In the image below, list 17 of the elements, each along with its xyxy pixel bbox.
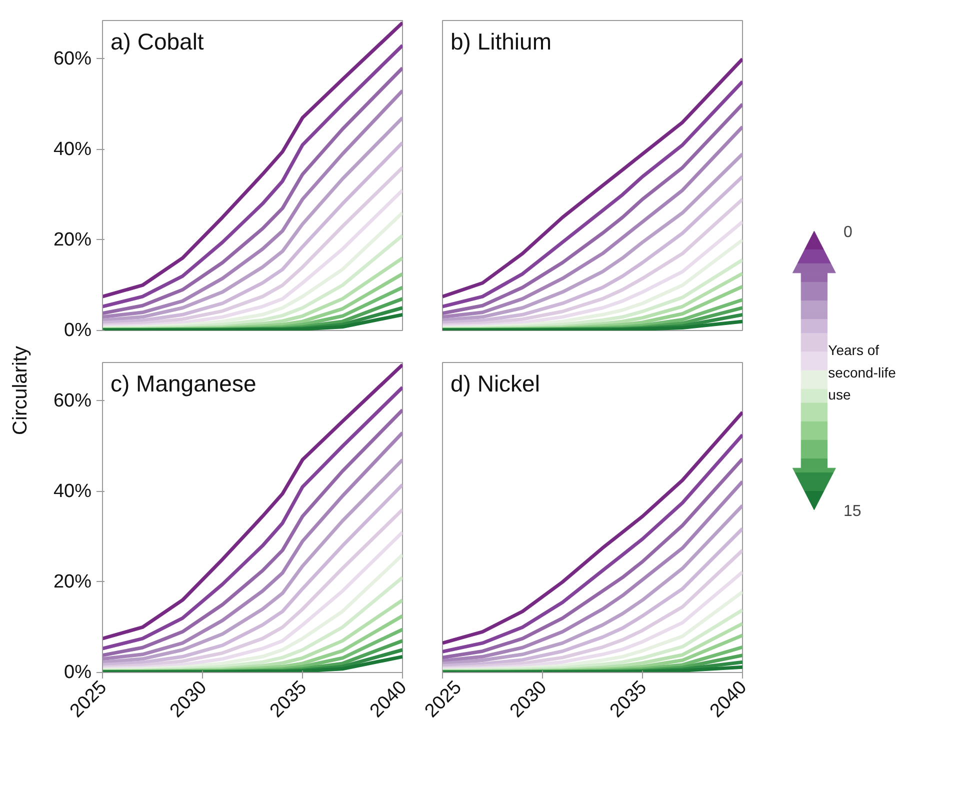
y-tick-label: 0%: [64, 320, 92, 341]
color-bar-label: 0: [844, 224, 852, 242]
line-series: [102, 312, 402, 330]
y-tick-label: 20%: [53, 229, 92, 250]
chart-title: c) Manganese: [110, 370, 256, 396]
y-tick-label: 60%: [53, 390, 92, 412]
y-axis-title: Circularity: [10, 346, 32, 435]
y-tick-label: 40%: [53, 138, 92, 160]
color-bar-label: 15: [844, 502, 862, 520]
y-tick-label: 60%: [53, 48, 92, 70]
y-tick-label: 0%: [64, 662, 92, 683]
chart-title: b) Lithium: [450, 28, 552, 54]
y-tick-label: 20%: [53, 571, 92, 592]
chart-title: d) Nickel: [450, 370, 540, 396]
y-tick-label: 40%: [53, 480, 92, 502]
color-bar-title: Years of second-life use: [828, 342, 896, 403]
chart-title: a) Cobalt: [110, 28, 204, 54]
